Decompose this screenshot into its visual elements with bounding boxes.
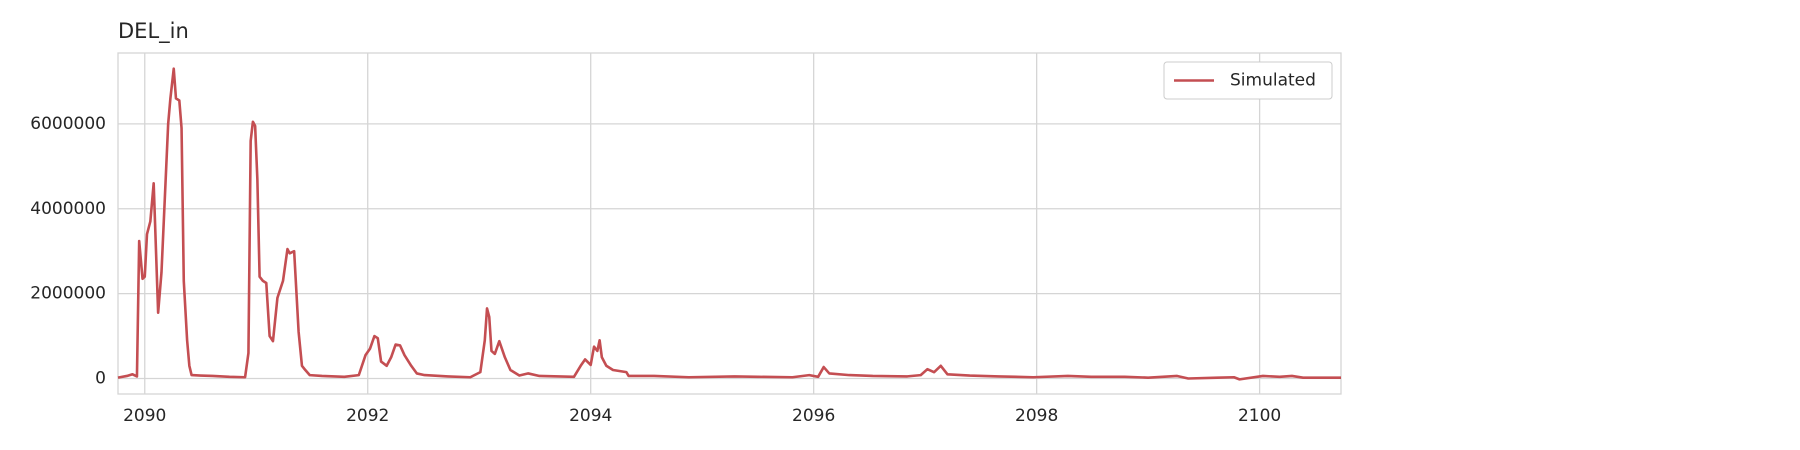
- x-tick-label: 2092: [346, 406, 389, 426]
- x-tick-label: 2094: [569, 406, 612, 426]
- y-tick-label: 2000000: [30, 284, 106, 304]
- y-tick-label: 6000000: [30, 114, 106, 134]
- legend-label: Simulated: [1230, 71, 1316, 91]
- y-tick-label: 4000000: [30, 199, 106, 219]
- x-tick-label: 2096: [792, 406, 835, 426]
- plot-frame: [117, 52, 1342, 395]
- y-tick-label: 0: [95, 369, 106, 389]
- x-tick-label: 2098: [1015, 406, 1058, 426]
- chart-title: DEL_in: [118, 19, 189, 44]
- data-line: [117, 67, 1341, 381]
- x-tick-label: 2100: [1238, 406, 1281, 426]
- x-tick-label: 2090: [123, 406, 166, 426]
- legend-box: [1163, 61, 1333, 100]
